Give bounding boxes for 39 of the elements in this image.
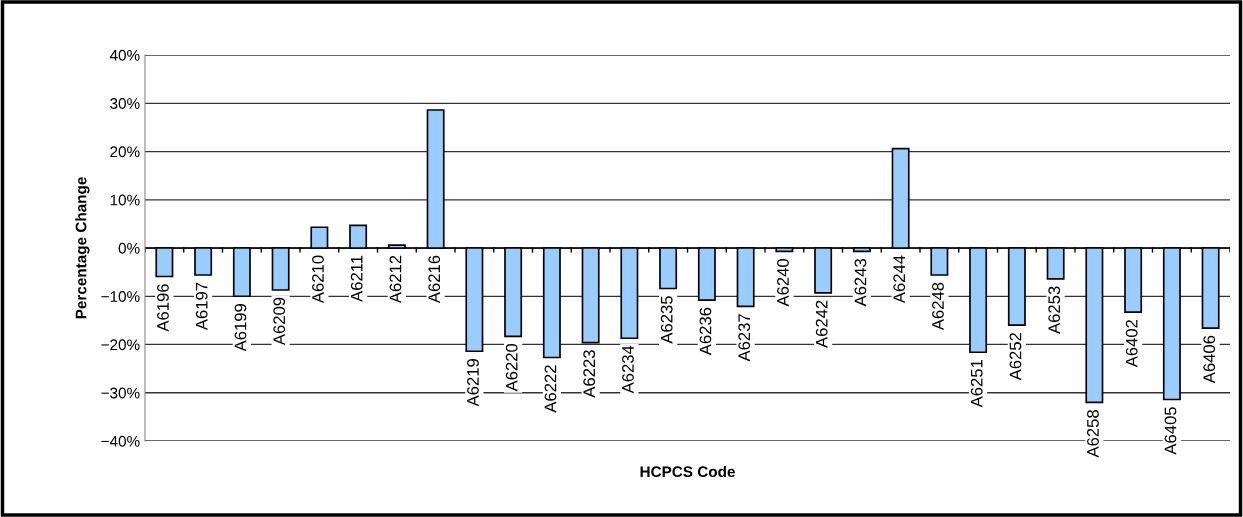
y-tick-label: 0% [118,242,140,254]
y-tick-label: 10% [110,194,140,206]
x-tick-label: A6405 [1164,407,1177,455]
x-tick-label: A6196 [157,284,169,332]
x-tick-label: A6209 [273,297,286,346]
x-tick-label: A6253 [1048,286,1061,334]
y-tick-label: −10% [101,291,140,302]
x-tick-label: A6240 [777,258,789,307]
y-tick-label: −30% [101,387,140,399]
x-tick-label: A6243 [854,259,867,307]
x-tick-label: A6197 [195,282,208,331]
x-tick-label: A6248 [932,282,944,331]
x-tick-label: A6258 [1087,410,1099,458]
x-tick-label: A6252 [1009,332,1022,381]
x-tick-label: A6210 [312,255,324,304]
x-tick-label: A6220 [505,343,518,392]
y-tick-label: −40% [101,435,140,447]
x-tick-label: A6199 [234,303,247,352]
x-tick-label: A6242 [815,300,828,348]
x-tick-label: A6237 [738,314,751,362]
x-tick-label: A6222 [544,365,557,413]
y-tick-label: −20% [101,339,140,351]
x-tick-label: A6211 [350,255,363,302]
x-tick-label: A6402 [1125,319,1138,368]
y-axis-title: Percentage Change [75,177,90,319]
y-tick-label: 40% [109,49,140,61]
x-tick-label: A6212 [389,255,402,304]
x-tick-label: A6236 [699,307,712,356]
x-axis-title: HCPCS Code [640,465,735,478]
x-tick-label: A6235 [660,296,673,344]
x-tick-label: A6216 [428,255,441,304]
x-tick-label: A6251 [970,359,983,408]
x-tick-label: A6223 [583,350,596,398]
y-tick-label: 20% [110,146,140,158]
y-tick-label: 30% [110,98,140,109]
x-tick-label: A6244 [893,255,906,304]
x-tick-label: A6234 [622,345,634,394]
x-tick-label: A6406 [1203,335,1216,384]
x-tick-label: A6219 [467,358,479,407]
